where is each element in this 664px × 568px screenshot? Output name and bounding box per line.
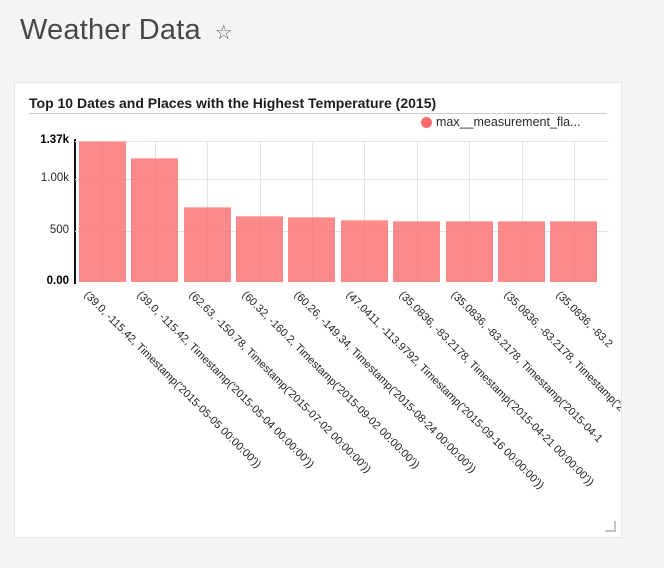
- chart-title: Top 10 Dates and Places with the Highest…: [29, 95, 437, 111]
- h-gridline: [75, 179, 609, 181]
- h-gridline: [75, 141, 609, 142]
- v-gridline: [364, 141, 366, 282]
- bar[interactable]: [183, 206, 231, 282]
- chart-card: Top 10 Dates and Places with the Highest…: [14, 82, 622, 538]
- bar[interactable]: [550, 221, 598, 282]
- page-header: Weather Data ☆: [20, 14, 233, 47]
- x-axis-tick-label: (47.0411, -113.9792, Timestamp('2015-09-…: [343, 289, 547, 492]
- y-axis-tick-label: 1.37k: [40, 134, 69, 146]
- bar[interactable]: [236, 216, 283, 282]
- title-divider: [29, 113, 607, 114]
- bar[interactable]: [445, 220, 493, 282]
- x-axis-tick-label: (39.0, -115.42, Timestamp('2015-05-04 00…: [134, 289, 316, 471]
- x-axis-tick-label: (60.26, -149.34, Timestamp('2015-08-24 0…: [291, 289, 478, 476]
- v-gridline: [259, 141, 261, 282]
- bar[interactable]: [498, 221, 545, 282]
- favorite-star-icon[interactable]: ☆: [214, 21, 233, 44]
- v-gridline: [311, 141, 313, 282]
- card-resize-handle[interactable]: [605, 521, 616, 532]
- y-axis-tick-label: 1.00k: [40, 172, 69, 185]
- y-axis-tick-label: 500: [49, 223, 69, 236]
- bar-chart-plot-area: 0.00 500 1.00k 1.37k (39.0, -115.42, Timesta…: [15, 83, 621, 537]
- bar[interactable]: [340, 220, 388, 282]
- x-axis-tick-label: (35.0836, -83.2178, Timestamp('2015-04-2…: [396, 289, 596, 489]
- bar[interactable]: [393, 220, 441, 282]
- v-gridline: [416, 141, 418, 282]
- v-gridline: [521, 141, 523, 282]
- bar[interactable]: [131, 157, 179, 282]
- x-axis-tick-label: (39.0, -115.42, Timestamp('2015-05-05 00…: [81, 289, 264, 471]
- legend-series-label: max__measurement_fla...: [436, 115, 581, 129]
- v-gridline: [573, 141, 575, 282]
- x-axis-tick-label: (60.32, -160.2, Timestamp('2015-09-02 00…: [239, 289, 422, 472]
- page-title: Weather Data: [20, 14, 201, 46]
- v-gridline: [469, 141, 471, 282]
- y-axis-line: [74, 139, 76, 284]
- bar[interactable]: [288, 216, 336, 282]
- y-axis-tick-label: 0.00: [46, 275, 69, 287]
- legend-item[interactable]: max__measurement_fla...: [421, 115, 581, 129]
- x-axis-tick-label: (62.63, -150.78, Timestamp('2015-07-02 0…: [186, 289, 374, 476]
- bar[interactable]: [78, 141, 126, 282]
- legend-series-dot-icon: [421, 116, 432, 128]
